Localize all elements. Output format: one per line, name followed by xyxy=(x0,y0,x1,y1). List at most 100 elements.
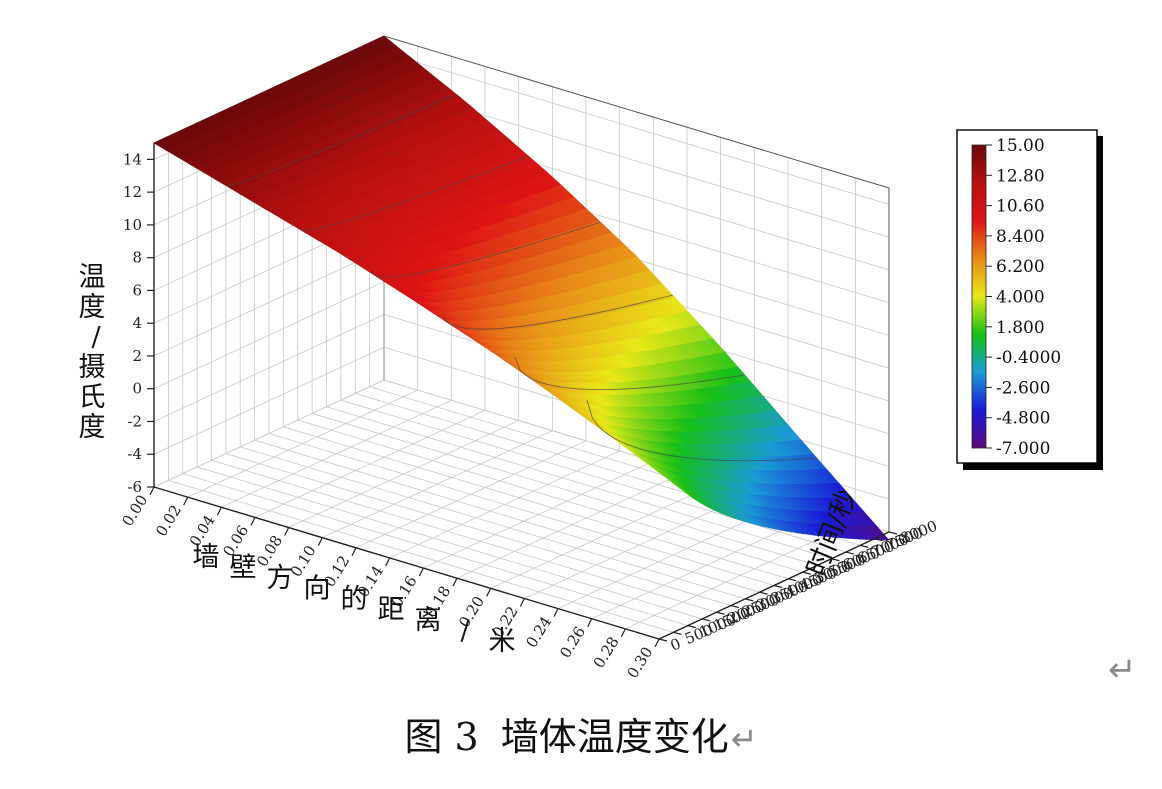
grid-line xyxy=(225,453,731,606)
colorbar-label: 4.000 xyxy=(996,288,1045,308)
z-axis-label-char: 度 xyxy=(79,412,106,443)
y-tick xyxy=(716,611,725,615)
grid-line xyxy=(211,459,717,613)
z-axis-label-char: / xyxy=(91,322,101,353)
grid-line xyxy=(153,314,385,422)
contour-line xyxy=(514,356,745,391)
y-tick xyxy=(888,531,898,535)
x-tick xyxy=(385,557,391,567)
grid-line xyxy=(197,466,703,620)
y-tick xyxy=(874,538,883,542)
grid-line xyxy=(153,248,385,357)
colorbar-label: 6.200 xyxy=(996,257,1045,277)
x-axis-label: 墙壁方向的距离 / 米 xyxy=(193,542,516,657)
y-tick xyxy=(745,598,754,602)
contour-line xyxy=(586,399,817,462)
x-tick xyxy=(519,598,525,607)
z-tick-label: 2 xyxy=(132,347,142,365)
grid-line xyxy=(153,379,385,488)
grid-line xyxy=(340,399,846,553)
x-axis-label-char: 墙 xyxy=(193,542,220,573)
y-tick xyxy=(845,551,855,555)
x-tick xyxy=(620,628,626,638)
grid-line xyxy=(283,426,789,580)
z-axis-label-char: 度 xyxy=(79,292,106,323)
z-tick-label: 10 xyxy=(123,216,142,234)
contour-line xyxy=(442,294,673,330)
colorbar-label: 1.800 xyxy=(996,318,1045,338)
figure-caption: 图 3 墙体温度变化↵ xyxy=(0,706,1162,761)
grid-line xyxy=(168,479,674,633)
contour-line xyxy=(370,221,601,278)
y-tick xyxy=(788,578,797,582)
z-tick-label: 12 xyxy=(123,183,142,201)
grid-line xyxy=(153,346,385,455)
z-axis-label-char: 氏 xyxy=(79,382,106,413)
contour-line xyxy=(298,155,529,231)
x-axis-label-char: 壁 xyxy=(230,553,257,584)
x-tick xyxy=(553,608,559,617)
grid-line xyxy=(297,419,803,573)
grid-line xyxy=(312,413,818,566)
colorbar-label: -0.4000 xyxy=(996,348,1061,368)
colorbar-label: 8.400 xyxy=(996,227,1045,247)
y-tick xyxy=(773,584,783,589)
z-axis-label: 温度/摄氏度 xyxy=(79,262,106,443)
x-axis-label-char: 方 xyxy=(267,563,294,594)
grid-line xyxy=(326,406,832,560)
colorbar-label: 12.80 xyxy=(996,166,1045,186)
x-tick xyxy=(317,537,323,546)
colorbar-label: -7.000 xyxy=(996,439,1050,459)
x-tick xyxy=(486,588,492,597)
temperature-surface xyxy=(153,35,890,541)
grid-line xyxy=(153,281,385,390)
x-axis xyxy=(153,486,660,640)
x-tick xyxy=(587,618,593,628)
grid-line xyxy=(268,433,775,586)
x-axis-label-char: 向 xyxy=(304,574,331,605)
x-tick-label: 0.30 xyxy=(623,644,656,682)
z-tick-label: 0 xyxy=(132,380,142,398)
x-tick xyxy=(149,486,155,496)
y-tick xyxy=(816,564,826,569)
y-tick xyxy=(860,544,869,548)
z-axis-label-char: 摄 xyxy=(79,352,106,383)
axis-labels: 温度/摄氏度墙壁方向的距离 / 米时间/秒 xyxy=(79,262,864,657)
x-tick xyxy=(418,567,424,577)
z-tick-label: 4 xyxy=(132,314,142,332)
y-tick xyxy=(687,625,696,629)
x-tick-label: 0.26 xyxy=(556,623,589,661)
y-tick xyxy=(730,604,740,609)
grid-line xyxy=(182,473,688,627)
y-tick-label: 0 xyxy=(668,634,684,654)
x-axis-label-char: 的 xyxy=(341,584,368,615)
z-tick-label: -4 xyxy=(127,445,142,463)
z-tick-label: 6 xyxy=(132,281,142,299)
z-tick-label: 14 xyxy=(123,150,142,168)
colorbar-label: 10.60 xyxy=(996,197,1045,217)
figure-title: 墙体温度变化 xyxy=(500,715,729,759)
x-tick xyxy=(654,638,660,648)
colorbar-label: -4.800 xyxy=(996,409,1050,429)
z-tick-label: -6 xyxy=(127,478,142,496)
surface-patch xyxy=(377,35,398,50)
x-tick-label: 0.28 xyxy=(590,633,623,671)
figure-number: 图 3 xyxy=(404,715,479,759)
x-tick xyxy=(284,527,290,536)
paragraph-mark: ↵ xyxy=(1108,650,1137,690)
x-tick xyxy=(216,506,222,516)
x-tick xyxy=(250,517,256,526)
x-axis-label-char: 离 xyxy=(415,605,442,636)
y-tick xyxy=(658,638,668,642)
grid-line xyxy=(383,51,890,205)
y-tick xyxy=(802,571,811,575)
x-tick-label: 0.00 xyxy=(118,492,151,530)
y-tick xyxy=(701,618,711,622)
grid-line xyxy=(254,439,760,593)
x-tick xyxy=(183,496,189,506)
contour-line xyxy=(226,93,457,187)
grid-line xyxy=(240,446,746,600)
colorbar-scale xyxy=(971,144,987,449)
z-tick-label: 8 xyxy=(132,249,142,267)
